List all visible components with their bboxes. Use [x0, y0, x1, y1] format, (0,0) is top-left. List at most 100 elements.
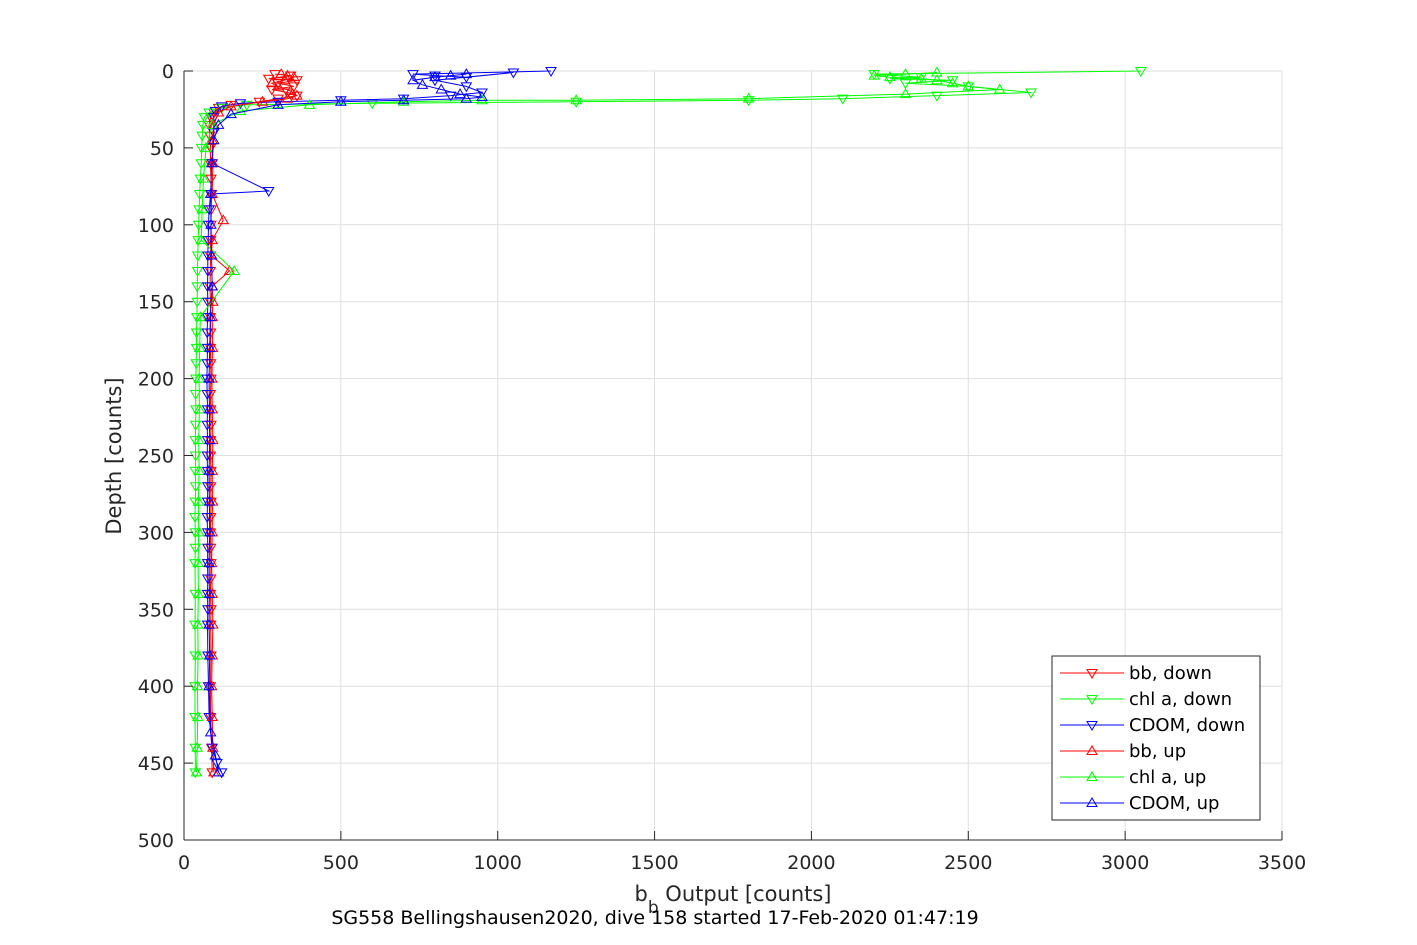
- x-tick-label: 3500: [1258, 852, 1306, 874]
- data-point: [190, 405, 202, 416]
- data-point: [191, 618, 204, 629]
- data-point: [204, 188, 217, 199]
- data-point: [192, 526, 205, 537]
- data-point: [915, 72, 928, 83]
- data-point: [201, 466, 214, 477]
- data-point: [203, 205, 215, 216]
- legend-item: bb, down: [1060, 663, 1212, 684]
- x-tick-label: 1500: [630, 852, 678, 874]
- y-tick-label: 50: [150, 138, 174, 160]
- data-point: [460, 68, 473, 79]
- data-point: [193, 464, 205, 475]
- data-point: [190, 343, 203, 354]
- data-point: [189, 528, 202, 539]
- y-tick-label: 400: [138, 676, 174, 698]
- legend-item: CDOM, up: [1060, 793, 1219, 814]
- data-point: [201, 605, 214, 616]
- data-point: [203, 557, 215, 568]
- data-point: [201, 651, 214, 662]
- legend-swatch-marker: [1086, 721, 1098, 731]
- data-point: [205, 157, 218, 168]
- x-axis-label: bb Output [counts]: [634, 882, 831, 918]
- data-point: [262, 186, 275, 197]
- series-line: [206, 70, 552, 773]
- data-point: [197, 172, 210, 183]
- x-tick-label: 500: [323, 852, 359, 874]
- data-point: [570, 97, 583, 108]
- data-point: [742, 96, 755, 107]
- data-point: [191, 251, 204, 262]
- data-point: [836, 94, 849, 105]
- data-point: [946, 76, 959, 87]
- data-point: [204, 726, 217, 737]
- data-point: [545, 67, 557, 77]
- data-point: [397, 94, 410, 105]
- data-point: [460, 82, 473, 93]
- data-point: [211, 759, 223, 770]
- data-point: [195, 159, 208, 170]
- data-point: [931, 74, 943, 85]
- data-point: [272, 98, 284, 109]
- data-point: [234, 99, 247, 110]
- data-point: [931, 66, 943, 77]
- data-point: [444, 69, 457, 80]
- data-point: [193, 403, 206, 414]
- data-point: [194, 311, 207, 322]
- y-tick-label: 200: [138, 369, 174, 391]
- data-point: [191, 680, 204, 691]
- data-point: [192, 495, 205, 506]
- data-point: [189, 743, 202, 754]
- figure-caption: SG558 Bellingshausen2020, dive 158 start…: [331, 907, 978, 929]
- data-point: [476, 91, 488, 102]
- y-tick-label: 100: [138, 215, 174, 237]
- x-axis-label-main: b: [634, 882, 647, 906]
- y-tick-label: 0: [162, 61, 174, 83]
- data-point: [203, 464, 215, 475]
- data-point: [193, 190, 206, 201]
- legend-item: bb, up: [1060, 741, 1186, 762]
- data-point: [203, 712, 215, 723]
- data-point: [191, 297, 204, 308]
- data-point: [194, 174, 207, 185]
- data-point: [193, 205, 205, 216]
- data-point: [303, 98, 316, 109]
- data-point: [416, 78, 429, 89]
- x-tick-label: 1000: [474, 852, 522, 874]
- data-point: [993, 83, 1006, 94]
- y-tick-label: 150: [138, 292, 174, 314]
- data-point: [189, 436, 202, 447]
- data-point: [742, 92, 755, 103]
- y-tick-label: 250: [138, 446, 174, 468]
- series-4: [190, 66, 1006, 777]
- data-point: [192, 587, 205, 598]
- data-point: [201, 574, 214, 585]
- y-tick-label: 500: [138, 830, 174, 852]
- data-point: [196, 203, 209, 214]
- data-point: [201, 589, 214, 600]
- data-point: [206, 118, 219, 129]
- data-point: [212, 766, 225, 777]
- data-point: [201, 282, 214, 293]
- data-point: [198, 113, 211, 124]
- data-point: [190, 374, 202, 385]
- data-point: [868, 69, 881, 80]
- data-point: [204, 311, 217, 322]
- data-point: [196, 131, 209, 142]
- data-point: [570, 94, 583, 105]
- data-point: [1025, 88, 1037, 99]
- data-point: [189, 497, 202, 508]
- data-point: [195, 234, 208, 245]
- y-tick-label: 350: [138, 599, 174, 621]
- data-point: [899, 68, 912, 79]
- data-point: [191, 266, 204, 277]
- y-tick-label: 300: [138, 522, 174, 544]
- data-point: [225, 108, 237, 119]
- legend-label: bb, down: [1129, 663, 1212, 684]
- x-tick-label: 0: [178, 852, 190, 874]
- data-point: [203, 618, 215, 629]
- y-axis-label: Depth [counts]: [102, 377, 126, 534]
- legend-label: CDOM, up: [1129, 793, 1219, 814]
- data-point: [946, 77, 959, 88]
- data-point: [206, 741, 219, 752]
- data-point: [507, 68, 520, 79]
